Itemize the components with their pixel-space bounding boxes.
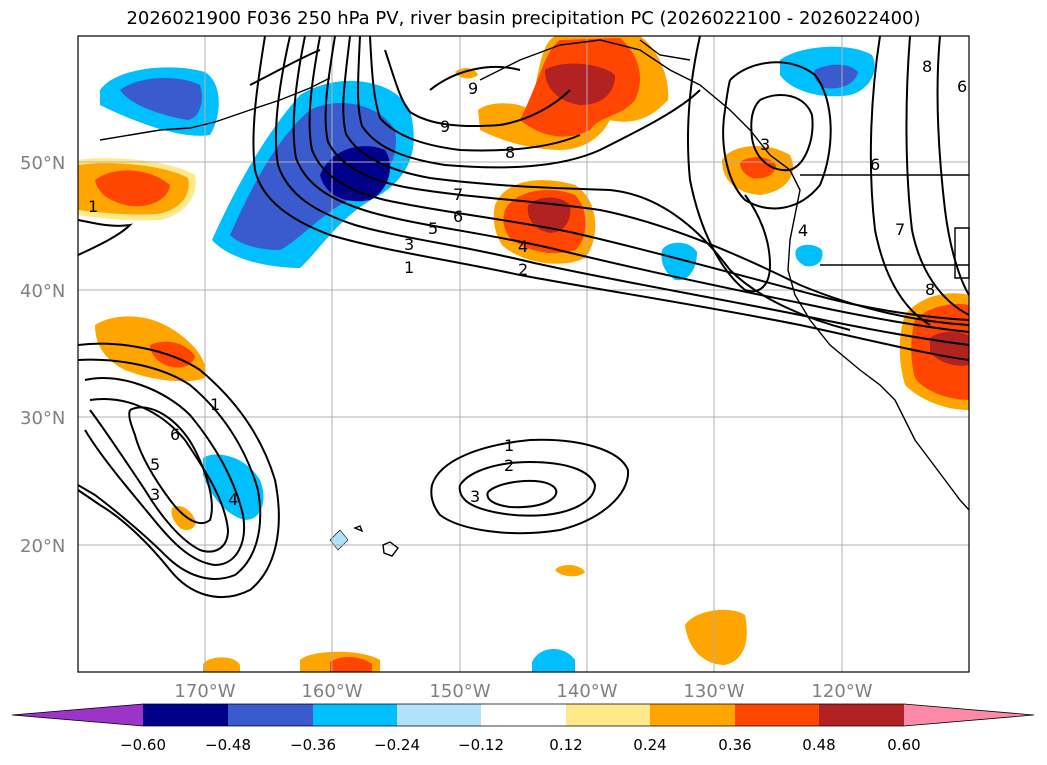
contour-label: 6 bbox=[170, 425, 180, 444]
lat-label: 30°N bbox=[20, 408, 65, 429]
pos-anomaly-shading bbox=[330, 656, 372, 672]
neg-anomaly-shading bbox=[795, 244, 823, 267]
contour-label: 5 bbox=[150, 455, 160, 474]
contour-label: 8 bbox=[925, 280, 935, 299]
colorbar-tick: 0.24 bbox=[633, 736, 666, 754]
contour-label: 6 bbox=[870, 155, 880, 174]
pos-anomaly-shading bbox=[203, 657, 240, 672]
contour-label: 2 bbox=[504, 456, 514, 475]
contour-label: 9 bbox=[468, 79, 478, 98]
contour-label: 1 bbox=[404, 258, 414, 277]
colorbar-segment bbox=[481, 704, 566, 726]
colorbar-segment bbox=[819, 704, 904, 726]
colorbar-tick: 0.48 bbox=[802, 736, 835, 754]
colorbar-tick: −0.12 bbox=[458, 736, 504, 754]
pos-anomaly-shading bbox=[171, 505, 196, 530]
lon-label: 160°W bbox=[301, 681, 362, 702]
contour-label: 1 bbox=[210, 395, 220, 414]
colorbar: −0.60 −0.48 −0.36 −0.24 −0.12 0.12 0.24 … bbox=[11, 703, 1035, 754]
contour-label: 6 bbox=[957, 77, 967, 96]
colorbar-tick: −0.48 bbox=[205, 736, 251, 754]
colorbar-tick: −0.24 bbox=[374, 736, 420, 754]
colorbar-segment bbox=[143, 704, 228, 726]
pos-anomaly-shading bbox=[685, 609, 747, 665]
lon-label: 170°W bbox=[174, 681, 235, 702]
colorbar-tick: −0.36 bbox=[290, 736, 336, 754]
contour-label: 4 bbox=[228, 490, 238, 509]
lon-label: 130°W bbox=[683, 681, 744, 702]
contour-labels: 1 1 2 3 4 5 6 7 8 9 9 1 6 5 3 4 1 2 3 3 … bbox=[88, 57, 967, 509]
pos-anomaly-shading bbox=[545, 63, 615, 105]
neg-anomaly-shading bbox=[661, 242, 697, 281]
coastlines bbox=[99, 39, 970, 557]
colorbar-tick: 0.60 bbox=[887, 736, 920, 754]
contour-label: 3 bbox=[470, 487, 480, 506]
pos-anomaly-shading bbox=[527, 197, 571, 233]
contour-label: 5 bbox=[428, 219, 438, 238]
colorbar-segment bbox=[12, 704, 143, 726]
gridlines bbox=[78, 36, 969, 672]
contour-label: 7 bbox=[895, 220, 905, 239]
contour-label: 2 bbox=[518, 260, 528, 279]
colorbar-tick: −0.60 bbox=[120, 736, 166, 754]
contour-label: 3 bbox=[404, 235, 414, 254]
lat-label: 20°N bbox=[20, 536, 65, 557]
contour-label: 4 bbox=[518, 237, 528, 256]
colorbar-segment bbox=[904, 704, 1034, 726]
colorbar-segment bbox=[313, 704, 397, 726]
contour-label: 7 bbox=[453, 185, 463, 204]
lon-label: 120°W bbox=[811, 681, 872, 702]
neg-anomaly-shading bbox=[120, 78, 202, 120]
colorbar-outline bbox=[11, 703, 1035, 727]
neg-anomaly-shading bbox=[203, 454, 264, 520]
neg-anomaly-shading bbox=[813, 64, 858, 89]
contour-label: 9 bbox=[440, 117, 450, 136]
colorbar-segment bbox=[566, 704, 650, 726]
lat-label: 50°N bbox=[20, 153, 65, 174]
neg-anomaly-shading bbox=[532, 648, 575, 672]
lat-label: 40°N bbox=[20, 281, 65, 302]
colorbar-tick: 0.36 bbox=[718, 736, 751, 754]
pv-contours bbox=[77, 35, 970, 599]
contour-label: 8 bbox=[922, 57, 932, 76]
contour-label: 1 bbox=[88, 197, 98, 216]
lon-label: 150°W bbox=[429, 681, 490, 702]
contour-label: 6 bbox=[453, 207, 463, 226]
colorbar-segment bbox=[735, 704, 819, 726]
pos-anomaly-shading bbox=[95, 170, 170, 207]
contour-label: 8 bbox=[505, 143, 515, 162]
neg-anomaly-shading bbox=[230, 102, 396, 250]
colorbar-segment bbox=[397, 704, 481, 726]
lon-label: 140°W bbox=[556, 681, 617, 702]
contour-label: 4 bbox=[798, 221, 808, 240]
pos-anomaly-shading bbox=[555, 564, 585, 577]
map-frame bbox=[77, 35, 970, 673]
figure-title: 2026021900 F036 250 hPa PV, river basin … bbox=[126, 8, 921, 29]
contour-label: 1 bbox=[504, 436, 514, 455]
colorbar-segment bbox=[228, 704, 313, 726]
precip-shading bbox=[78, 36, 969, 672]
colorbar-tick: 0.12 bbox=[549, 736, 582, 754]
contour-label: 3 bbox=[760, 135, 770, 154]
colorbar-segment bbox=[650, 704, 735, 726]
contour-label: 3 bbox=[150, 485, 160, 504]
